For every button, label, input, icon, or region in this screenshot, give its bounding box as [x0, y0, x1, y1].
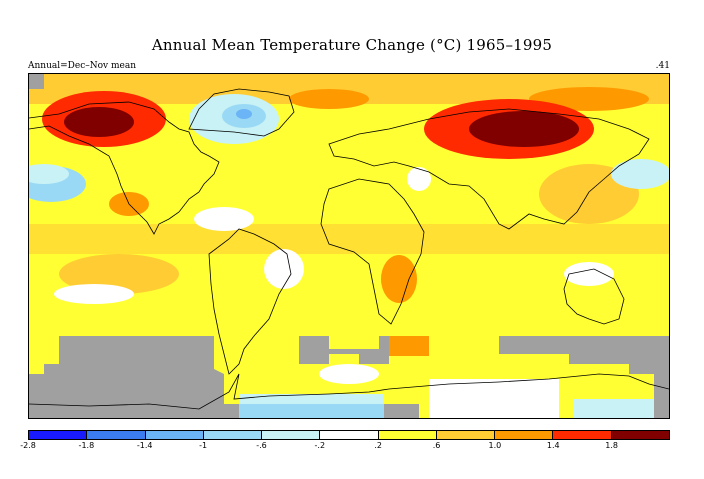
legend-tick-label: -2.8: [20, 441, 36, 450]
season-label: Annual=Dec–Nov mean: [28, 61, 137, 71]
indian-white: [564, 262, 614, 286]
north-america-coast: [29, 101, 220, 235]
arctic-warm: [289, 89, 369, 109]
color-scale-ticks: -2.8 -1.8 -1.4 -1 -.6 -.2 .2 .6 1.0 1.4 1.8: [20, 441, 670, 453]
southern-ocean-warm: [389, 336, 429, 356]
legend-tick-label: -1.8: [78, 441, 95, 450]
legend-swatch: [262, 431, 321, 439]
alaska-hottest: [64, 107, 134, 137]
legend-tick-label: 1.8: [605, 441, 618, 450]
temperature-anomaly-map: [28, 73, 670, 419]
missing-indian-ocean: [499, 336, 669, 374]
greenland-cool-3: [236, 109, 252, 119]
antarctica-coast: [29, 373, 669, 410]
nw-pacific-cool: [611, 159, 669, 189]
south-atlantic-white: [319, 364, 379, 384]
legend-swatch: [203, 431, 263, 439]
map-canvas: [29, 74, 669, 418]
pacific-warm: [59, 254, 179, 294]
brazil-white: [264, 249, 304, 289]
siberia-hottest: [469, 111, 579, 147]
legend-tick-label: .6: [432, 441, 441, 450]
eurasia-coast: [328, 108, 650, 230]
legend-tick-label: 1.0: [488, 441, 502, 450]
east-antarctic-white: [429, 379, 559, 418]
legend-tick-label: 1.4: [546, 441, 560, 450]
africa-warm: [381, 255, 417, 303]
legend-tick-label: -1: [199, 441, 208, 450]
missing-south-atlantic: [299, 336, 389, 364]
south-america-coast: [208, 228, 292, 375]
coastlines: [29, 88, 669, 410]
greenland-coast: [188, 88, 295, 137]
legend-swatch: [611, 431, 669, 439]
se-pacific-white: [54, 284, 134, 304]
legend-tick-label: -.2: [314, 441, 326, 450]
atlantic-white: [194, 207, 254, 231]
missing-south-pacific: [29, 336, 239, 418]
legend-tick-label: -.6: [256, 441, 267, 450]
pacific-cool-2: [29, 164, 69, 184]
tropical-band: [29, 224, 669, 254]
legend-swatch: [320, 431, 379, 439]
legend-swatch: [87, 431, 146, 439]
africa-coast: [320, 178, 425, 325]
legend-tick-label: .2: [374, 441, 382, 450]
map-title: Annual Mean Temperature Change (°C) 1965…: [151, 36, 553, 54]
color-scale-bar: [28, 430, 670, 440]
legend-swatch: [145, 431, 204, 439]
legend-tick-label: -1.4: [136, 441, 153, 450]
missing-east-edge: [654, 364, 669, 418]
legend-swatch: [378, 431, 437, 439]
legend-swatch: [436, 431, 496, 439]
australia-coast: [563, 268, 625, 325]
legend-swatch: [495, 431, 554, 439]
mideast-white: [407, 167, 431, 191]
global-mean-value: .41: [655, 61, 670, 71]
legend-swatch: [553, 431, 612, 439]
ross-cool: [574, 399, 654, 418]
missing-antarctic-patch: [384, 404, 419, 418]
legend-swatch: [29, 431, 88, 439]
weddell-cool-2: [239, 404, 384, 418]
missing-corner: [29, 74, 44, 89]
